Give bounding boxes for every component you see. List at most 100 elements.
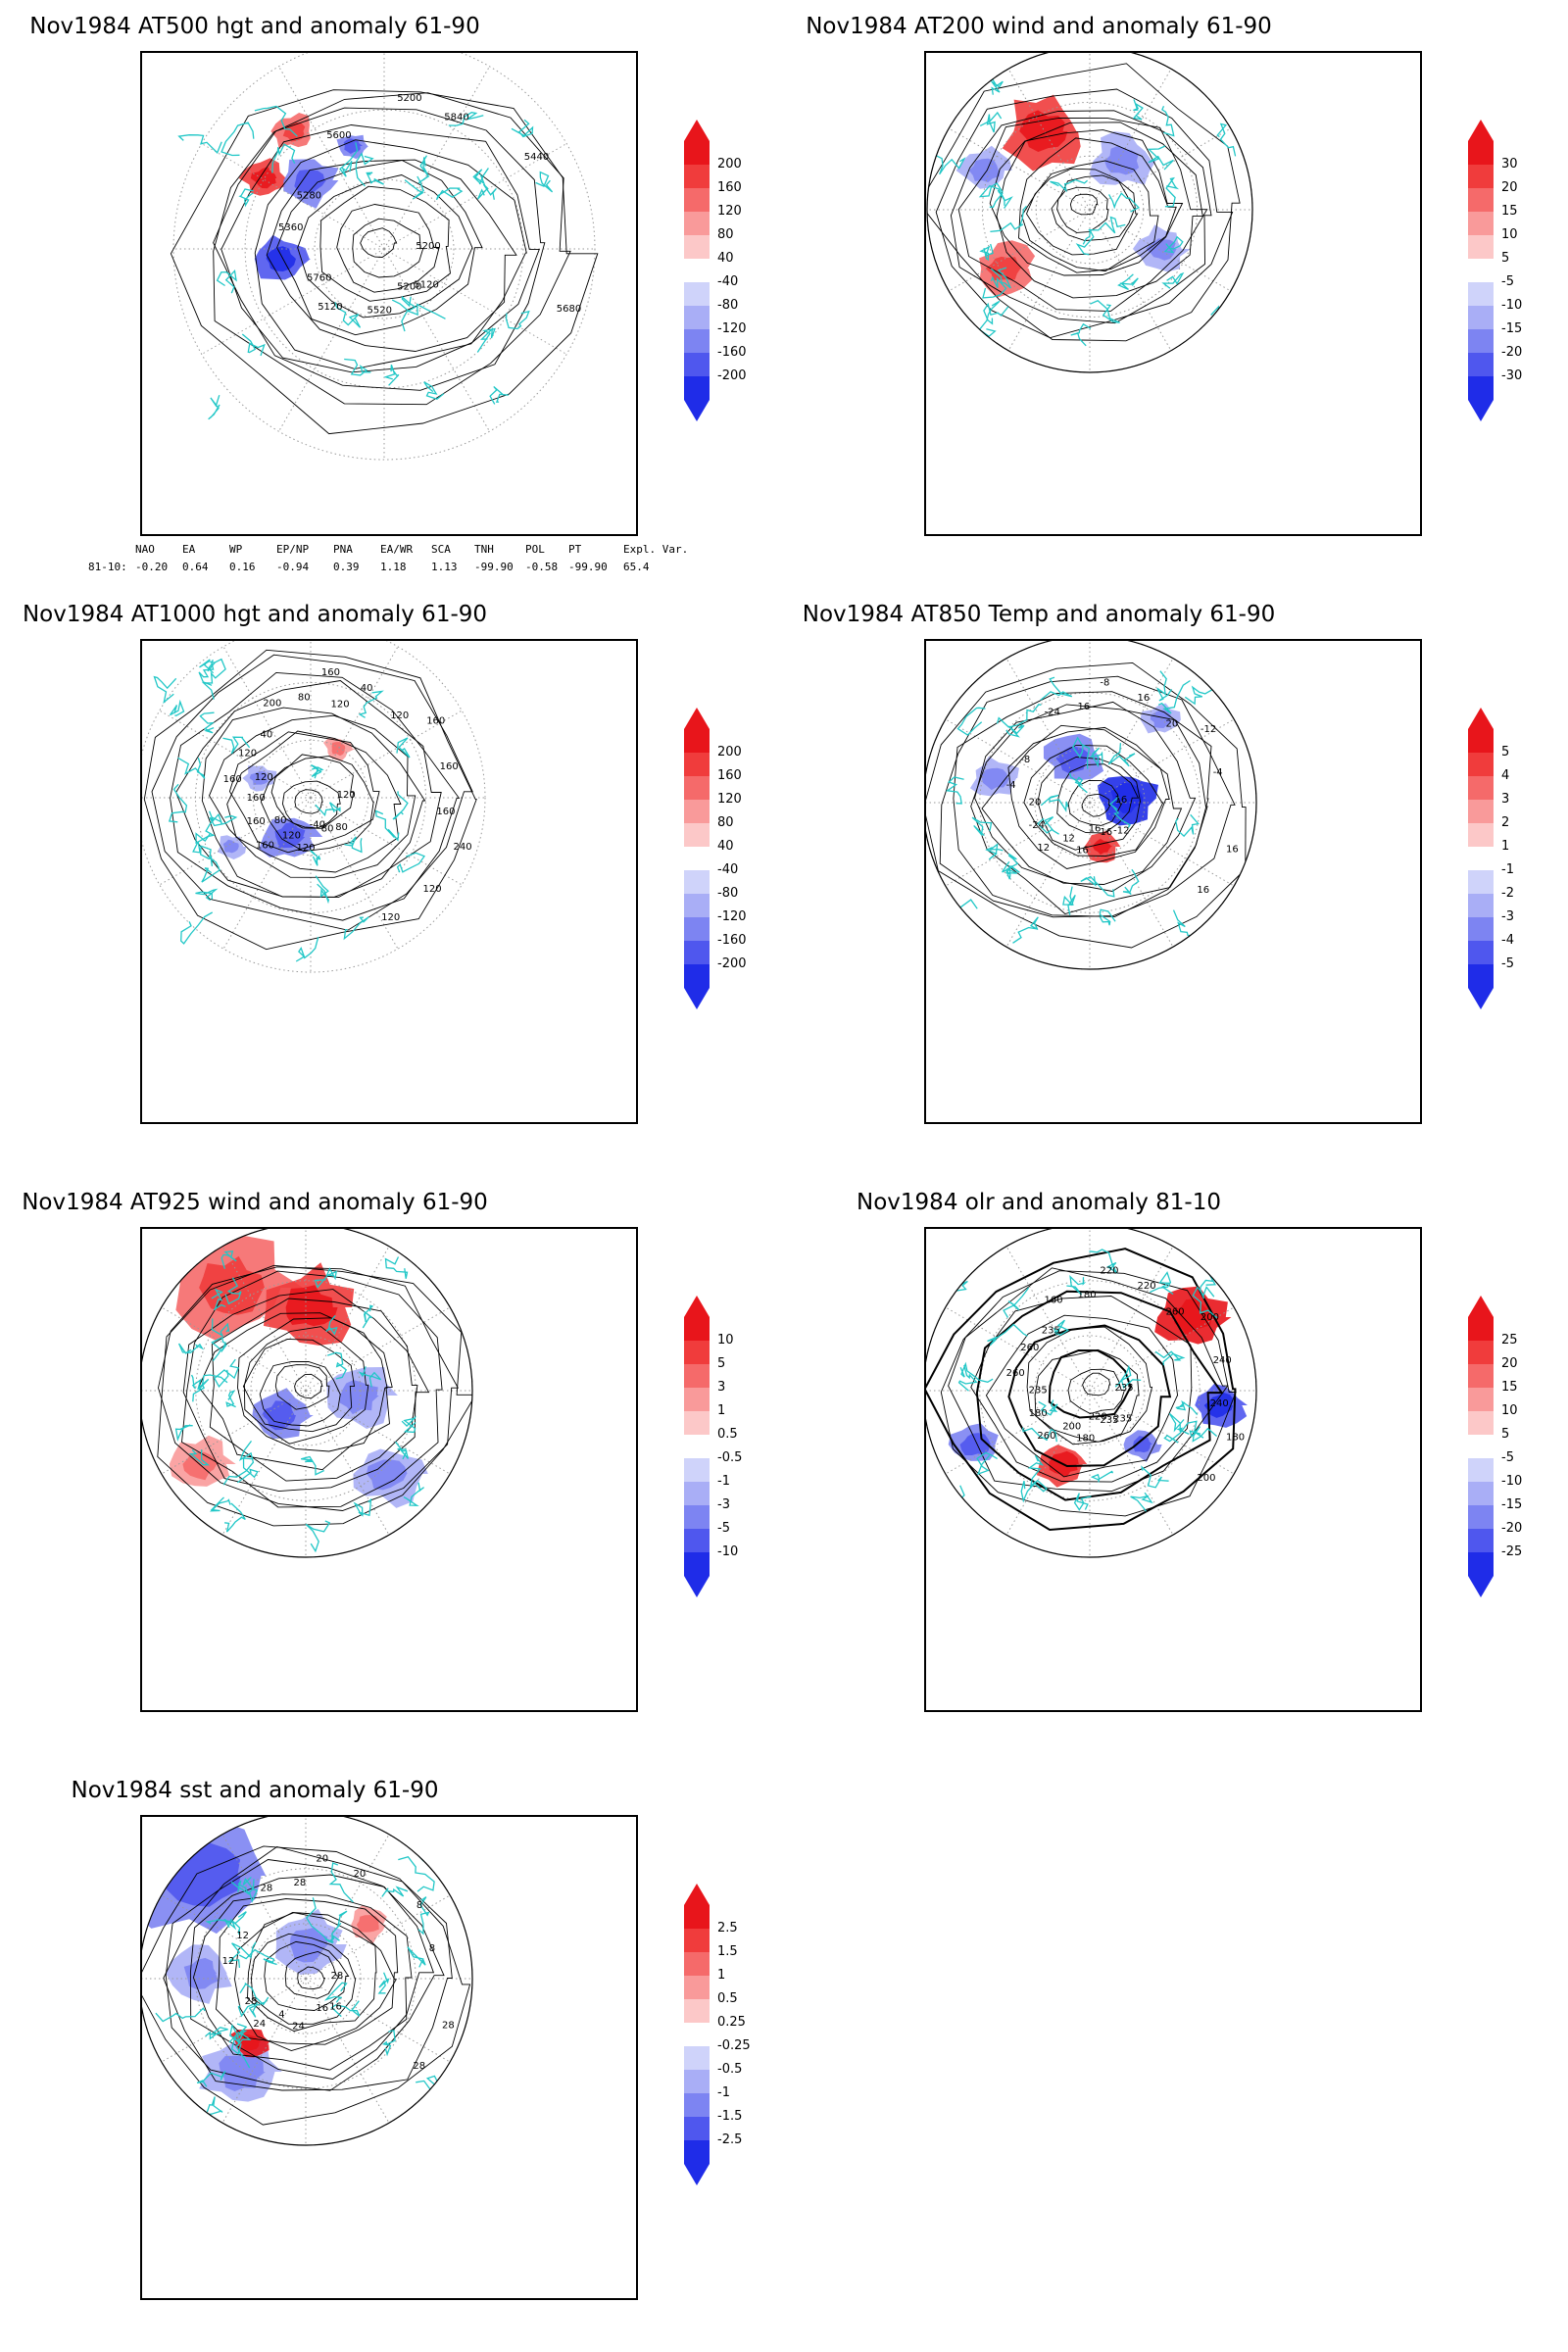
contour-lines <box>143 649 477 951</box>
contour-label: 5200 <box>416 241 440 252</box>
colorbar-swatch <box>1468 894 1494 917</box>
contour-label: 5440 <box>524 152 549 163</box>
colorbar-swatch <box>684 1482 710 1505</box>
contour-label: 5520 <box>368 305 392 316</box>
colorbar: 200 160 120 80 40 -40 -80 -120 -160 -200 <box>684 120 747 421</box>
coastlines <box>153 658 426 962</box>
colorbar-tick-label: -2 <box>1501 886 1514 901</box>
colorbar-tick-label: 1 <box>717 1968 726 1983</box>
map-boundary <box>926 53 1253 373</box>
colorbar-tick-label: 3 <box>717 1380 726 1395</box>
colorbar-swatch <box>684 2140 710 2164</box>
colorbar-tick-label: 160 <box>717 768 742 783</box>
contour-label: 16 <box>1197 885 1209 896</box>
colorbar-tick-label: 20 <box>1501 180 1518 195</box>
colorbar-swatch <box>684 776 710 800</box>
colorbar-swatch <box>1468 306 1494 329</box>
panel-sst: Nov1984 sst and anomaly 61-90 28 24 20 16 12… <box>0 1764 784 2352</box>
contour-label: 5840 <box>444 113 468 123</box>
colorbar-tick-label: -15 <box>1501 321 1523 336</box>
colorbar-swatch <box>684 2117 710 2140</box>
colorbar-swatch <box>684 1999 710 2023</box>
index-value: 1.18 <box>380 561 407 573</box>
colorbar-tick-label: -0.25 <box>717 2038 751 2053</box>
colorbar-swatch <box>684 2093 710 2117</box>
contour-label: 120 <box>390 710 409 721</box>
contour-label: 240 <box>1210 1398 1229 1409</box>
colorbar-swatch <box>684 1905 710 1929</box>
contour-label: 160 <box>426 716 445 727</box>
colorbar-swatch <box>684 1952 710 1976</box>
contour-label: 120 <box>381 912 400 923</box>
graticule <box>926 1229 1257 1558</box>
contour-label: -12 <box>1200 724 1216 735</box>
panel-at925: Nov1984 AT925 wind and anomaly 61-90 10 5… <box>0 1176 784 1764</box>
colorbar-tick-label: 40 <box>717 251 734 266</box>
contour-label: 240 <box>1213 1355 1232 1366</box>
colorbar-swatch <box>684 1529 710 1552</box>
contour-label: 160 <box>1045 1296 1063 1306</box>
index-value: -99.90 <box>474 561 514 573</box>
colorbar-swatch <box>1468 1505 1494 1529</box>
contour-label: 16 <box>1115 795 1128 806</box>
contour-label: 5760 <box>307 273 331 284</box>
colorbar-swatch <box>1468 376 1494 400</box>
index-header: EP/NP <box>276 543 310 556</box>
colorbar-tick-label: -40 <box>717 862 739 877</box>
colorbar-swatch <box>684 259 710 282</box>
colorbar-swatch <box>684 282 710 306</box>
colorbar-swatch <box>684 1364 710 1388</box>
map-frame <box>924 51 1422 536</box>
contour-label: 40 <box>261 730 273 741</box>
colorbar-swatch <box>684 2070 710 2093</box>
map-frame: 120 160 160 80 160 160 120 200 240 160 40 80 120 160 1… <box>140 639 638 1124</box>
contour-label: 160 <box>436 807 455 817</box>
colorbar-swatch <box>1468 941 1494 964</box>
contour-label: 5120 <box>318 302 342 313</box>
contour-label: 220 <box>1138 1281 1156 1292</box>
map-boundary <box>926 1229 1257 1558</box>
colorbar-tick-label: 15 <box>1501 1380 1518 1395</box>
contour-label: 240 <box>454 842 472 853</box>
index-header: NAO <box>135 543 155 556</box>
colorbar-tick-label: 10 <box>1501 227 1518 242</box>
colorbar-tick-label: -10 <box>1501 298 1523 313</box>
colorbar-tick-label: -200 <box>717 956 747 971</box>
contour-label: 8 <box>429 1943 435 1954</box>
contour-label: 12 <box>1062 834 1075 845</box>
colorbar-tick-label: -120 <box>717 909 747 924</box>
colorbar-down-arrow <box>1468 1576 1494 1597</box>
colorbar-tick-label: 0.5 <box>717 1427 738 1442</box>
contour-label: 120 <box>297 843 316 854</box>
contour-label: -8 <box>1020 755 1030 765</box>
colorbar-tick-label: -25 <box>1501 1544 1523 1559</box>
contour-label: 20 <box>354 1869 367 1880</box>
index-header: WP <box>229 543 243 556</box>
graticule <box>142 641 486 973</box>
colorbar-up-arrow <box>1468 708 1494 729</box>
contour-label: 260 <box>1037 1431 1055 1442</box>
graticule <box>926 53 1253 373</box>
contour-label: -40 <box>310 820 325 831</box>
index-header: PT <box>568 543 582 556</box>
contour-label: 5280 <box>297 190 321 201</box>
contour-label: 5600 <box>326 130 351 141</box>
colorbar-tick-label: -20 <box>1501 345 1523 360</box>
colorbar-swatch <box>684 964 710 988</box>
contour-label: 160 <box>256 840 274 851</box>
contour-label: 28 <box>261 1884 273 1894</box>
colorbar-swatch <box>684 188 710 212</box>
contour-label: -8 <box>1100 678 1109 689</box>
contour-label: 16 <box>1078 702 1091 712</box>
colorbar-tick-label: -20 <box>1501 1521 1523 1536</box>
contour-lines <box>927 63 1241 342</box>
contour-label: 80 <box>321 823 334 834</box>
colorbar-swatch <box>684 1435 710 1458</box>
contour-labels: 120 160 160 80 160 160 120 200 240 160 40 80 120 160 1… <box>223 667 472 923</box>
colorbar-swatch <box>684 1341 710 1364</box>
contour-label: 200 <box>1197 1473 1215 1484</box>
contour-label: 160 <box>440 761 459 772</box>
contour-label: 28 <box>413 2061 425 2072</box>
colorbar-tick-label: -160 <box>717 933 747 948</box>
colorbar-swatch <box>1468 1482 1494 1505</box>
